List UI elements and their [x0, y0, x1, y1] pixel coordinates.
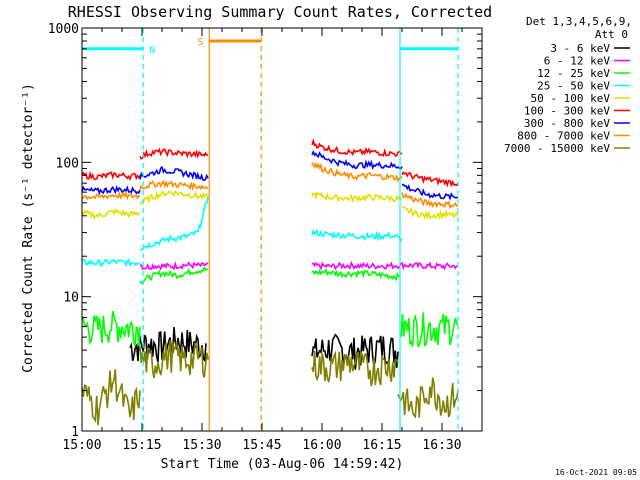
series-line-3-1	[139, 197, 209, 251]
series-line-7-0	[81, 190, 141, 201]
legend-label-4: 50 - 100 keV	[531, 92, 611, 105]
series-line-8-3	[397, 377, 459, 419]
series-line-5-0	[81, 170, 141, 182]
series-line-2-2	[311, 267, 401, 282]
series-line-6-3	[401, 183, 459, 201]
flag-label-S: S	[197, 37, 203, 48]
footer-timestamp: 16-Oct-2021 09:05	[555, 468, 637, 477]
x-tick-label-3: 15:45	[242, 438, 281, 453]
x-tick-label-6: 16:30	[422, 438, 461, 453]
series-line-5-3	[401, 171, 459, 188]
series-line-4-2	[311, 191, 403, 204]
series-line-2-3	[399, 312, 459, 348]
y-tick-label-2: 100	[56, 156, 79, 171]
y-axis-label: Corrected Count Rate (s⁻¹ detector⁻¹)	[21, 83, 36, 373]
y-tick-label-1: 10	[63, 291, 79, 306]
series-5	[81, 138, 459, 188]
series-line-1-1	[311, 260, 459, 271]
series-1	[139, 260, 459, 271]
series-line-6-2	[311, 149, 403, 171]
plot-frame	[81, 27, 483, 432]
series-line-3-0	[81, 258, 141, 268]
legend-label-3: 25 - 50 keV	[537, 80, 610, 93]
series-line-4-0	[81, 207, 141, 220]
series-line-3-2	[311, 228, 403, 243]
series-8	[81, 340, 459, 426]
x-tick-label-5: 16:15	[362, 438, 401, 453]
series-line-8-1	[139, 340, 209, 379]
x-axis-label: Start Time (03-Aug-06 14:59:42)	[161, 457, 404, 472]
legend-label-8: 7000 - 15000 keV	[504, 142, 610, 155]
legend-label-0: 3 - 6 keV	[550, 42, 610, 55]
series-line-7-1	[139, 179, 209, 192]
flag-label-N: N	[149, 45, 155, 56]
series-line-6-1	[139, 165, 209, 182]
series-line-0-0	[129, 327, 207, 363]
series-line-7-2	[311, 161, 403, 183]
series-6	[81, 149, 459, 201]
series-line-8-2	[311, 349, 399, 387]
legend-label-2: 12 - 25 keV	[537, 67, 610, 80]
series-line-2-1	[139, 266, 209, 285]
y-tick-label-3: 1000	[48, 22, 79, 37]
series-line-1-0	[139, 260, 209, 271]
series-7	[81, 161, 459, 210]
legend-label-6: 300 - 800 keV	[524, 117, 610, 130]
series-0	[129, 327, 399, 370]
attenuator-label: Att 0	[595, 28, 628, 41]
legend-label-7: 800 - 7000 keV	[517, 130, 610, 143]
flag-S: S	[197, 28, 262, 431]
series-3	[81, 197, 403, 268]
y-tick-label-0: 1	[71, 425, 79, 440]
x-tick-label-4: 16:00	[302, 438, 341, 453]
x-tick-label-2: 15:30	[182, 438, 221, 453]
legend-label-5: 100 - 300 keV	[524, 105, 610, 118]
series-line-2-0	[81, 310, 141, 347]
series-4	[81, 189, 459, 221]
detector-label: Det 1,3,4,5,6,9,	[526, 15, 632, 28]
chart-title: RHESSI Observing Summary Count Rates, Co…	[68, 3, 492, 21]
legend-label-1: 6 - 12 keV	[544, 55, 611, 68]
series-line-8-0	[81, 369, 141, 426]
x-tick-label-0: 15:00	[62, 438, 101, 453]
series-2	[81, 266, 459, 348]
series-line-5-2	[311, 138, 403, 157]
series-line-4-1	[139, 189, 209, 206]
plot-area: N S 15:00 15:15 15:30 15:45 16:00 16:15 16:30 1 10…	[48, 22, 483, 453]
series-line-6-0	[81, 185, 141, 196]
series-line-5-1	[139, 147, 209, 160]
series-line-4-3	[401, 205, 459, 221]
series-line-0-1	[311, 333, 399, 370]
flag-N: N	[82, 28, 459, 431]
x-tick-label-1: 15:15	[122, 438, 161, 453]
series-line-7-3	[401, 192, 459, 210]
